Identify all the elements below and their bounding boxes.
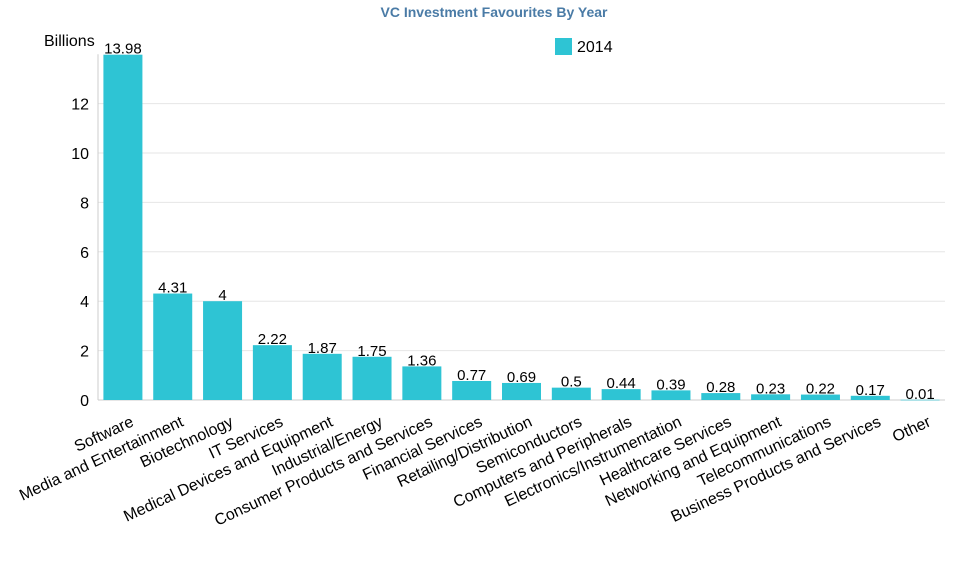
data-label: 0.23 (756, 380, 785, 397)
bar-other[interactable] (900, 399, 940, 401)
data-label: 0.69 (507, 369, 536, 386)
legend-label-2014[interactable]: 2014 (577, 39, 613, 56)
bar-industrial-energy[interactable] (352, 356, 392, 400)
bar-it-services[interactable] (252, 345, 292, 400)
data-label: 0.22 (806, 381, 835, 398)
y-tick-label: 8 (80, 195, 89, 212)
data-label: 0.5 (561, 374, 582, 391)
y-axis-ticks: 0 2 4 6 8 10 12 (71, 97, 89, 410)
bar-networking-and-equipment[interactable] (751, 394, 791, 400)
data-label: 0.77 (457, 367, 486, 384)
y-tick-label: 10 (71, 146, 89, 163)
data-label: 1.75 (357, 343, 386, 360)
data-label: 4 (218, 287, 226, 304)
legend-swatch-2014[interactable] (555, 38, 572, 55)
bar-media-and-entertainment[interactable] (153, 293, 193, 400)
bar-retailing-distribution[interactable] (502, 382, 541, 400)
y-tick-label: 12 (71, 97, 89, 114)
data-label: 0.17 (856, 382, 885, 399)
y-tick-label: 2 (80, 344, 89, 361)
bar-electronics-instrumentation[interactable] (651, 390, 691, 400)
data-label: 1.36 (407, 352, 436, 369)
y-axis-label: Billions (44, 33, 95, 50)
data-label: 4.31 (158, 280, 187, 297)
data-label: 0.28 (706, 379, 735, 396)
data-label: 1.87 (308, 340, 337, 357)
bar-healthcare-services[interactable] (701, 393, 741, 400)
bar-software[interactable] (103, 54, 143, 400)
bar-consumer-products-and-services[interactable] (402, 366, 442, 400)
y-tick-label: 0 (80, 393, 89, 410)
data-label: 13.98 (104, 41, 142, 58)
bar-business-products-and-services[interactable] (850, 395, 890, 400)
bar-semiconductors[interactable] (551, 387, 591, 400)
data-label: 0.44 (607, 375, 636, 392)
data-label: 2.22 (258, 331, 287, 348)
data-labels: 13.98 4.31 4 2.22 1.87 1.75 1.36 0.77 0.69 0.5 0.4… (104, 41, 935, 403)
legend[interactable]: 2014 (555, 38, 613, 56)
bar-telecommunications[interactable] (800, 394, 840, 400)
y-tick-label: 6 (80, 245, 89, 262)
x-tick-label: Other (890, 413, 934, 446)
bars (103, 54, 940, 401)
data-label: 0.01 (905, 386, 934, 403)
y-tick-label: 4 (80, 294, 89, 311)
bar-biotechnology[interactable] (203, 301, 243, 400)
bar-computers-and-peripherals[interactable] (601, 389, 641, 400)
data-label: 0.39 (656, 376, 685, 393)
bar-financial-services[interactable] (452, 380, 492, 400)
bar-medical-devices-and-equipment[interactable] (302, 353, 342, 400)
chart-title: VC Investment Favourites By Year (381, 4, 608, 20)
